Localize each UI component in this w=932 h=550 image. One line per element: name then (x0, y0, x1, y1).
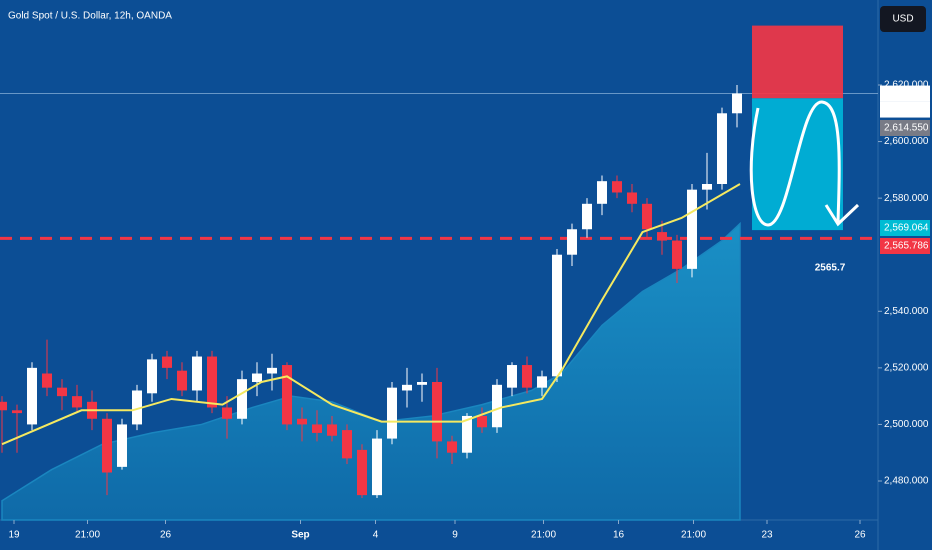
y-tick-label: 2,500.000 (884, 419, 929, 430)
x-tick-label: 26 (854, 530, 866, 541)
candle-body (462, 415, 472, 453)
price-tag (880, 238, 930, 254)
main-layer: 2565.7 (0, 25, 878, 498)
candle-body (417, 382, 427, 385)
candle-body (312, 424, 322, 433)
candle-body (222, 407, 232, 419)
candle-body (192, 356, 202, 391)
candle-body (537, 376, 547, 388)
x-tick-label: 16 (613, 530, 625, 541)
y-tick-label: 2,580.000 (884, 193, 929, 204)
candle-body (72, 396, 82, 408)
candle-body (672, 240, 682, 269)
countdown-label: 05:52:55 (884, 104, 923, 115)
candle-body (102, 418, 112, 473)
candle-body (597, 181, 607, 204)
candle-body (252, 373, 262, 382)
y-tick-label: 2,620.000 (884, 80, 929, 91)
candle-body (282, 365, 292, 425)
annotation: 2565.7 (815, 263, 846, 274)
candle-body (522, 365, 532, 388)
x-tick-label: 23 (761, 530, 773, 541)
price-tag (880, 220, 930, 236)
candle-body (447, 441, 457, 453)
candle-body (687, 189, 697, 269)
candle-body (327, 424, 337, 436)
candle-body (387, 387, 397, 439)
candle-body (27, 367, 37, 425)
x-tick-label: 26 (160, 530, 172, 541)
candle-body (342, 430, 352, 459)
arrow-curve (749, 100, 841, 227)
candle-body (177, 370, 187, 391)
candle-body (267, 367, 277, 374)
x-tick-label: 19 (8, 530, 20, 541)
y-tick-label: 2,480.000 (884, 476, 929, 487)
x-tick-label: 9 (452, 530, 458, 541)
candle-body (117, 424, 127, 467)
candle-body (402, 384, 412, 391)
price-tag (880, 120, 930, 136)
candle-body (732, 93, 742, 114)
x-tick-label: 4 (373, 530, 379, 541)
candle-body (717, 113, 727, 184)
x-tick-label: 21:00 (531, 530, 556, 541)
price-tag-label: 2,569.064 (884, 223, 929, 234)
x-tick-label: 21:00 (681, 530, 706, 541)
candle-body (582, 203, 592, 230)
chart-title: Gold Spot / U.S. Dollar, 12h, OANDA (8, 11, 172, 22)
candle-body (567, 229, 577, 255)
stop-zone (752, 25, 843, 99)
candle-body (132, 390, 142, 425)
candle-body (612, 181, 622, 193)
y-tick-label: 2,600.000 (884, 136, 929, 147)
candle-body (162, 356, 172, 368)
candle-body (12, 410, 22, 414)
candle-body (552, 254, 562, 377)
currency-button[interactable] (880, 6, 926, 32)
candle-body (702, 184, 712, 190)
candle-body (42, 373, 52, 388)
arrow-head (824, 203, 860, 227)
currency-label[interactable]: USD (892, 14, 913, 25)
candle-body (432, 382, 442, 442)
candle-body (357, 449, 367, 496)
candle-body (147, 359, 157, 394)
candle-body (237, 379, 247, 419)
candle-body (207, 356, 217, 408)
countdown-tag (880, 101, 930, 118)
moving-average (1, 183, 741, 446)
candle-body (657, 232, 667, 241)
y-tick-label: 2,520.000 (884, 362, 929, 373)
candle-body (297, 418, 307, 425)
candle-body (477, 415, 487, 428)
price-tag-label: 2,565.786 (884, 241, 929, 252)
candle-body (492, 384, 502, 428)
candle-body (627, 192, 637, 204)
y-tick-label: 2,540.000 (884, 306, 929, 317)
price-tag-label: 2,614.550 (884, 123, 929, 134)
last-price-tag (880, 85, 930, 102)
candle-body (642, 203, 652, 230)
candle-body (0, 401, 7, 411)
candle-body (372, 438, 382, 496)
candle-body (57, 387, 67, 397)
candle-body (507, 365, 517, 388)
last-price-label: 2,616.975 (884, 88, 929, 99)
x-tick-label: Sep (291, 530, 309, 541)
x-tick-label: 21:00 (75, 530, 100, 541)
